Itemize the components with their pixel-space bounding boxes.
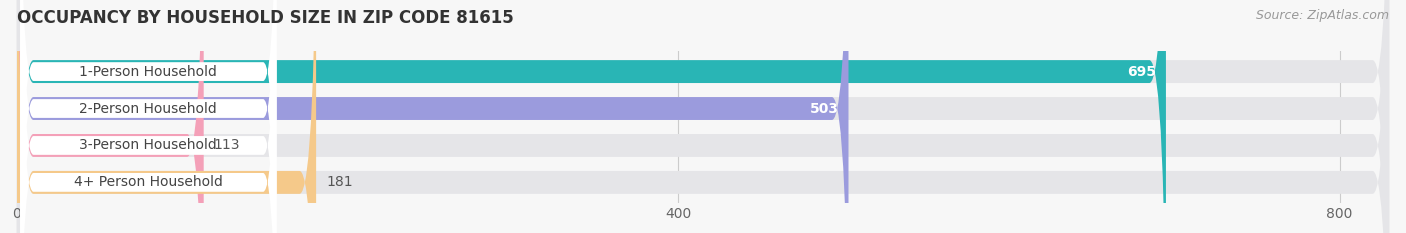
Text: 503: 503 — [810, 102, 838, 116]
FancyBboxPatch shape — [17, 0, 1389, 233]
FancyBboxPatch shape — [20, 0, 277, 233]
FancyBboxPatch shape — [17, 0, 1389, 233]
FancyBboxPatch shape — [17, 0, 316, 233]
Text: 3-Person Household: 3-Person Household — [79, 138, 217, 152]
Text: OCCUPANCY BY HOUSEHOLD SIZE IN ZIP CODE 81615: OCCUPANCY BY HOUSEHOLD SIZE IN ZIP CODE … — [17, 9, 513, 27]
FancyBboxPatch shape — [20, 0, 277, 233]
Text: 2-Person Household: 2-Person Household — [79, 102, 217, 116]
Text: 4+ Person Household: 4+ Person Household — [75, 175, 222, 189]
FancyBboxPatch shape — [17, 0, 1389, 233]
Text: Source: ZipAtlas.com: Source: ZipAtlas.com — [1256, 9, 1389, 22]
Text: 113: 113 — [214, 138, 240, 152]
Text: 695: 695 — [1128, 65, 1156, 79]
FancyBboxPatch shape — [17, 0, 204, 233]
FancyBboxPatch shape — [17, 0, 1389, 233]
FancyBboxPatch shape — [17, 0, 1166, 233]
Text: 1-Person Household: 1-Person Household — [79, 65, 218, 79]
FancyBboxPatch shape — [20, 0, 277, 233]
FancyBboxPatch shape — [17, 0, 848, 233]
Text: 181: 181 — [326, 175, 353, 189]
FancyBboxPatch shape — [20, 0, 277, 233]
